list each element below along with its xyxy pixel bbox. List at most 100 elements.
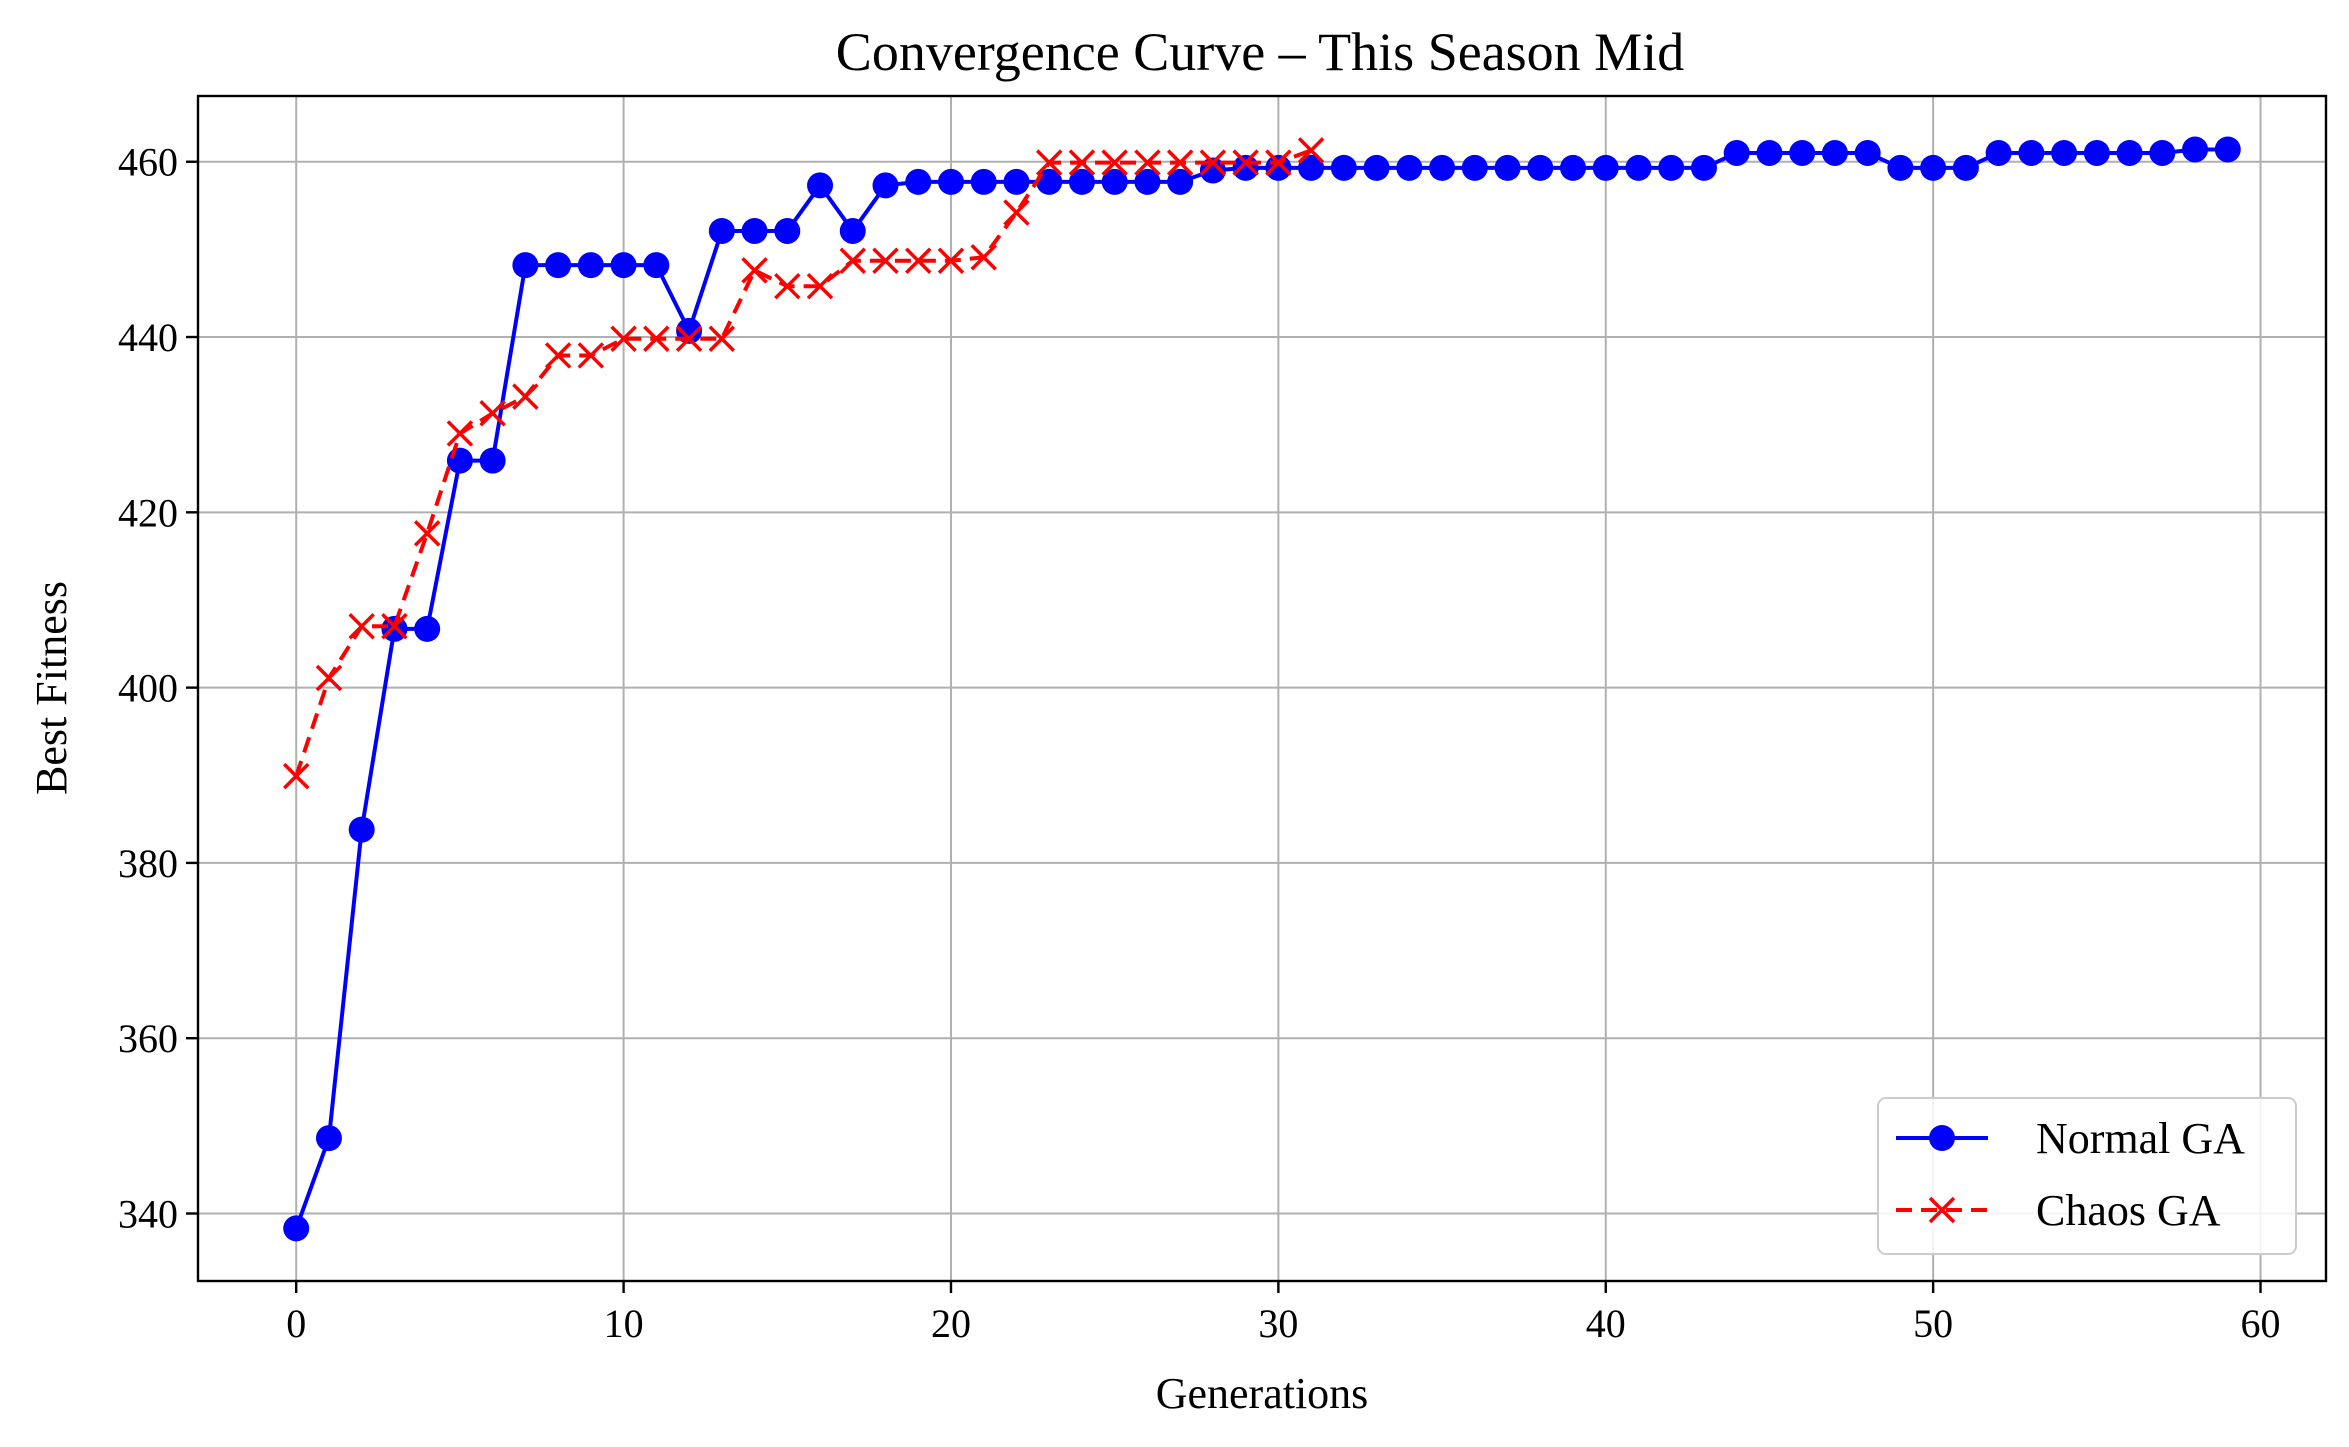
data-point <box>643 325 670 353</box>
data-point <box>283 1215 310 1242</box>
data-point <box>479 400 506 427</box>
data-point <box>806 272 834 300</box>
data-point <box>2083 139 2110 166</box>
data-point <box>1494 154 1521 181</box>
data-point <box>446 447 473 474</box>
data-point <box>774 272 801 300</box>
data-point <box>1166 149 1194 176</box>
x-tick-label: 50 <box>1913 1301 1953 1346</box>
data-point <box>970 244 997 271</box>
data-point <box>1854 139 1881 166</box>
data-point <box>839 217 866 244</box>
legend-marker <box>1929 1125 1955 1151</box>
data-point <box>315 664 343 692</box>
data-point <box>1232 154 1259 181</box>
data-point <box>1625 154 1652 181</box>
x-tick-label: 0 <box>286 1301 306 1346</box>
data-point <box>512 383 539 410</box>
data-point <box>1396 154 1423 181</box>
data-point <box>1330 154 1357 181</box>
x-tick-label: 10 <box>604 1301 644 1346</box>
data-point <box>1821 139 1848 166</box>
data-point <box>741 217 768 244</box>
data-point <box>413 520 441 547</box>
data-point <box>675 325 703 353</box>
data-point <box>905 247 932 275</box>
series-chaos-ga <box>282 137 1325 790</box>
data-point <box>1985 139 2012 166</box>
data-point <box>545 252 572 279</box>
data-point <box>807 172 834 199</box>
data-point <box>2182 136 2209 163</box>
data-point <box>774 217 801 244</box>
data-point <box>1723 139 1750 166</box>
data-point <box>577 252 604 279</box>
data-point <box>1101 168 1128 195</box>
data-point <box>1920 154 1947 181</box>
data-point <box>2116 139 2143 166</box>
legend: Normal GA Chaos GA <box>1877 1097 2297 1255</box>
data-point <box>1363 154 1390 181</box>
data-point <box>479 447 506 474</box>
data-point <box>1101 149 1128 176</box>
data-point <box>741 257 768 284</box>
data-point <box>872 247 899 275</box>
data-point <box>1265 154 1292 181</box>
data-point <box>348 613 375 640</box>
legend-item: Normal GA <box>1896 1114 2245 1163</box>
data-point <box>348 816 375 843</box>
y-tick-label: 340 <box>118 1192 178 1237</box>
data-point <box>2051 139 2078 166</box>
data-point <box>970 168 997 195</box>
x-axis-label: Generations <box>1156 1369 1369 1418</box>
data-point <box>610 252 637 279</box>
data-point <box>1429 154 1456 181</box>
data-point <box>1003 199 1030 226</box>
data-point <box>1461 154 1488 181</box>
legend-marker <box>1928 1196 1956 1224</box>
data-point <box>381 615 408 642</box>
data-point <box>381 613 408 640</box>
data-point <box>1527 154 1554 181</box>
data-point <box>2149 139 2176 166</box>
x-tick-label: 30 <box>1258 1301 1298 1346</box>
data-point <box>1232 149 1259 176</box>
y-axis-label: Best Fitness <box>27 581 76 795</box>
data-point <box>1658 154 1685 181</box>
data-point <box>1167 168 1194 195</box>
data-point <box>1298 154 1325 181</box>
data-point <box>1297 137 1325 164</box>
data-point <box>577 342 605 369</box>
data-point <box>282 762 310 790</box>
y-tick-label: 460 <box>118 140 178 185</box>
y-tick-label: 420 <box>118 490 178 535</box>
data-point <box>1592 154 1619 181</box>
data-point <box>643 252 670 279</box>
data-point <box>839 247 867 275</box>
plot-series <box>282 136 2241 1242</box>
x-tick-label: 60 <box>2241 1301 2281 1346</box>
data-point <box>708 217 735 244</box>
data-point <box>1756 139 1783 166</box>
data-point <box>1560 154 1587 181</box>
data-point <box>1789 139 1816 166</box>
data-point <box>2214 136 2241 163</box>
data-point <box>905 168 932 195</box>
x-tick-label: 40 <box>1586 1301 1626 1346</box>
data-point <box>1068 149 1096 176</box>
x-tick-label: 20 <box>931 1301 971 1346</box>
axis-ticks: 0 10 20 30 40 50 60 340 360 380 400 420 440 460 <box>118 140 2281 1346</box>
data-point <box>544 342 572 369</box>
legend-label: Chaos GA <box>2036 1186 2221 1235</box>
data-point <box>872 172 899 199</box>
data-point <box>1199 149 1227 176</box>
data-point <box>2018 139 2045 166</box>
series-line <box>294 147 2228 1230</box>
data-point <box>446 420 474 447</box>
data-point <box>1003 168 1030 195</box>
y-tick-label: 440 <box>118 315 178 360</box>
data-point <box>1952 154 1979 181</box>
data-point <box>1134 168 1161 195</box>
y-tick-label: 400 <box>118 666 178 711</box>
